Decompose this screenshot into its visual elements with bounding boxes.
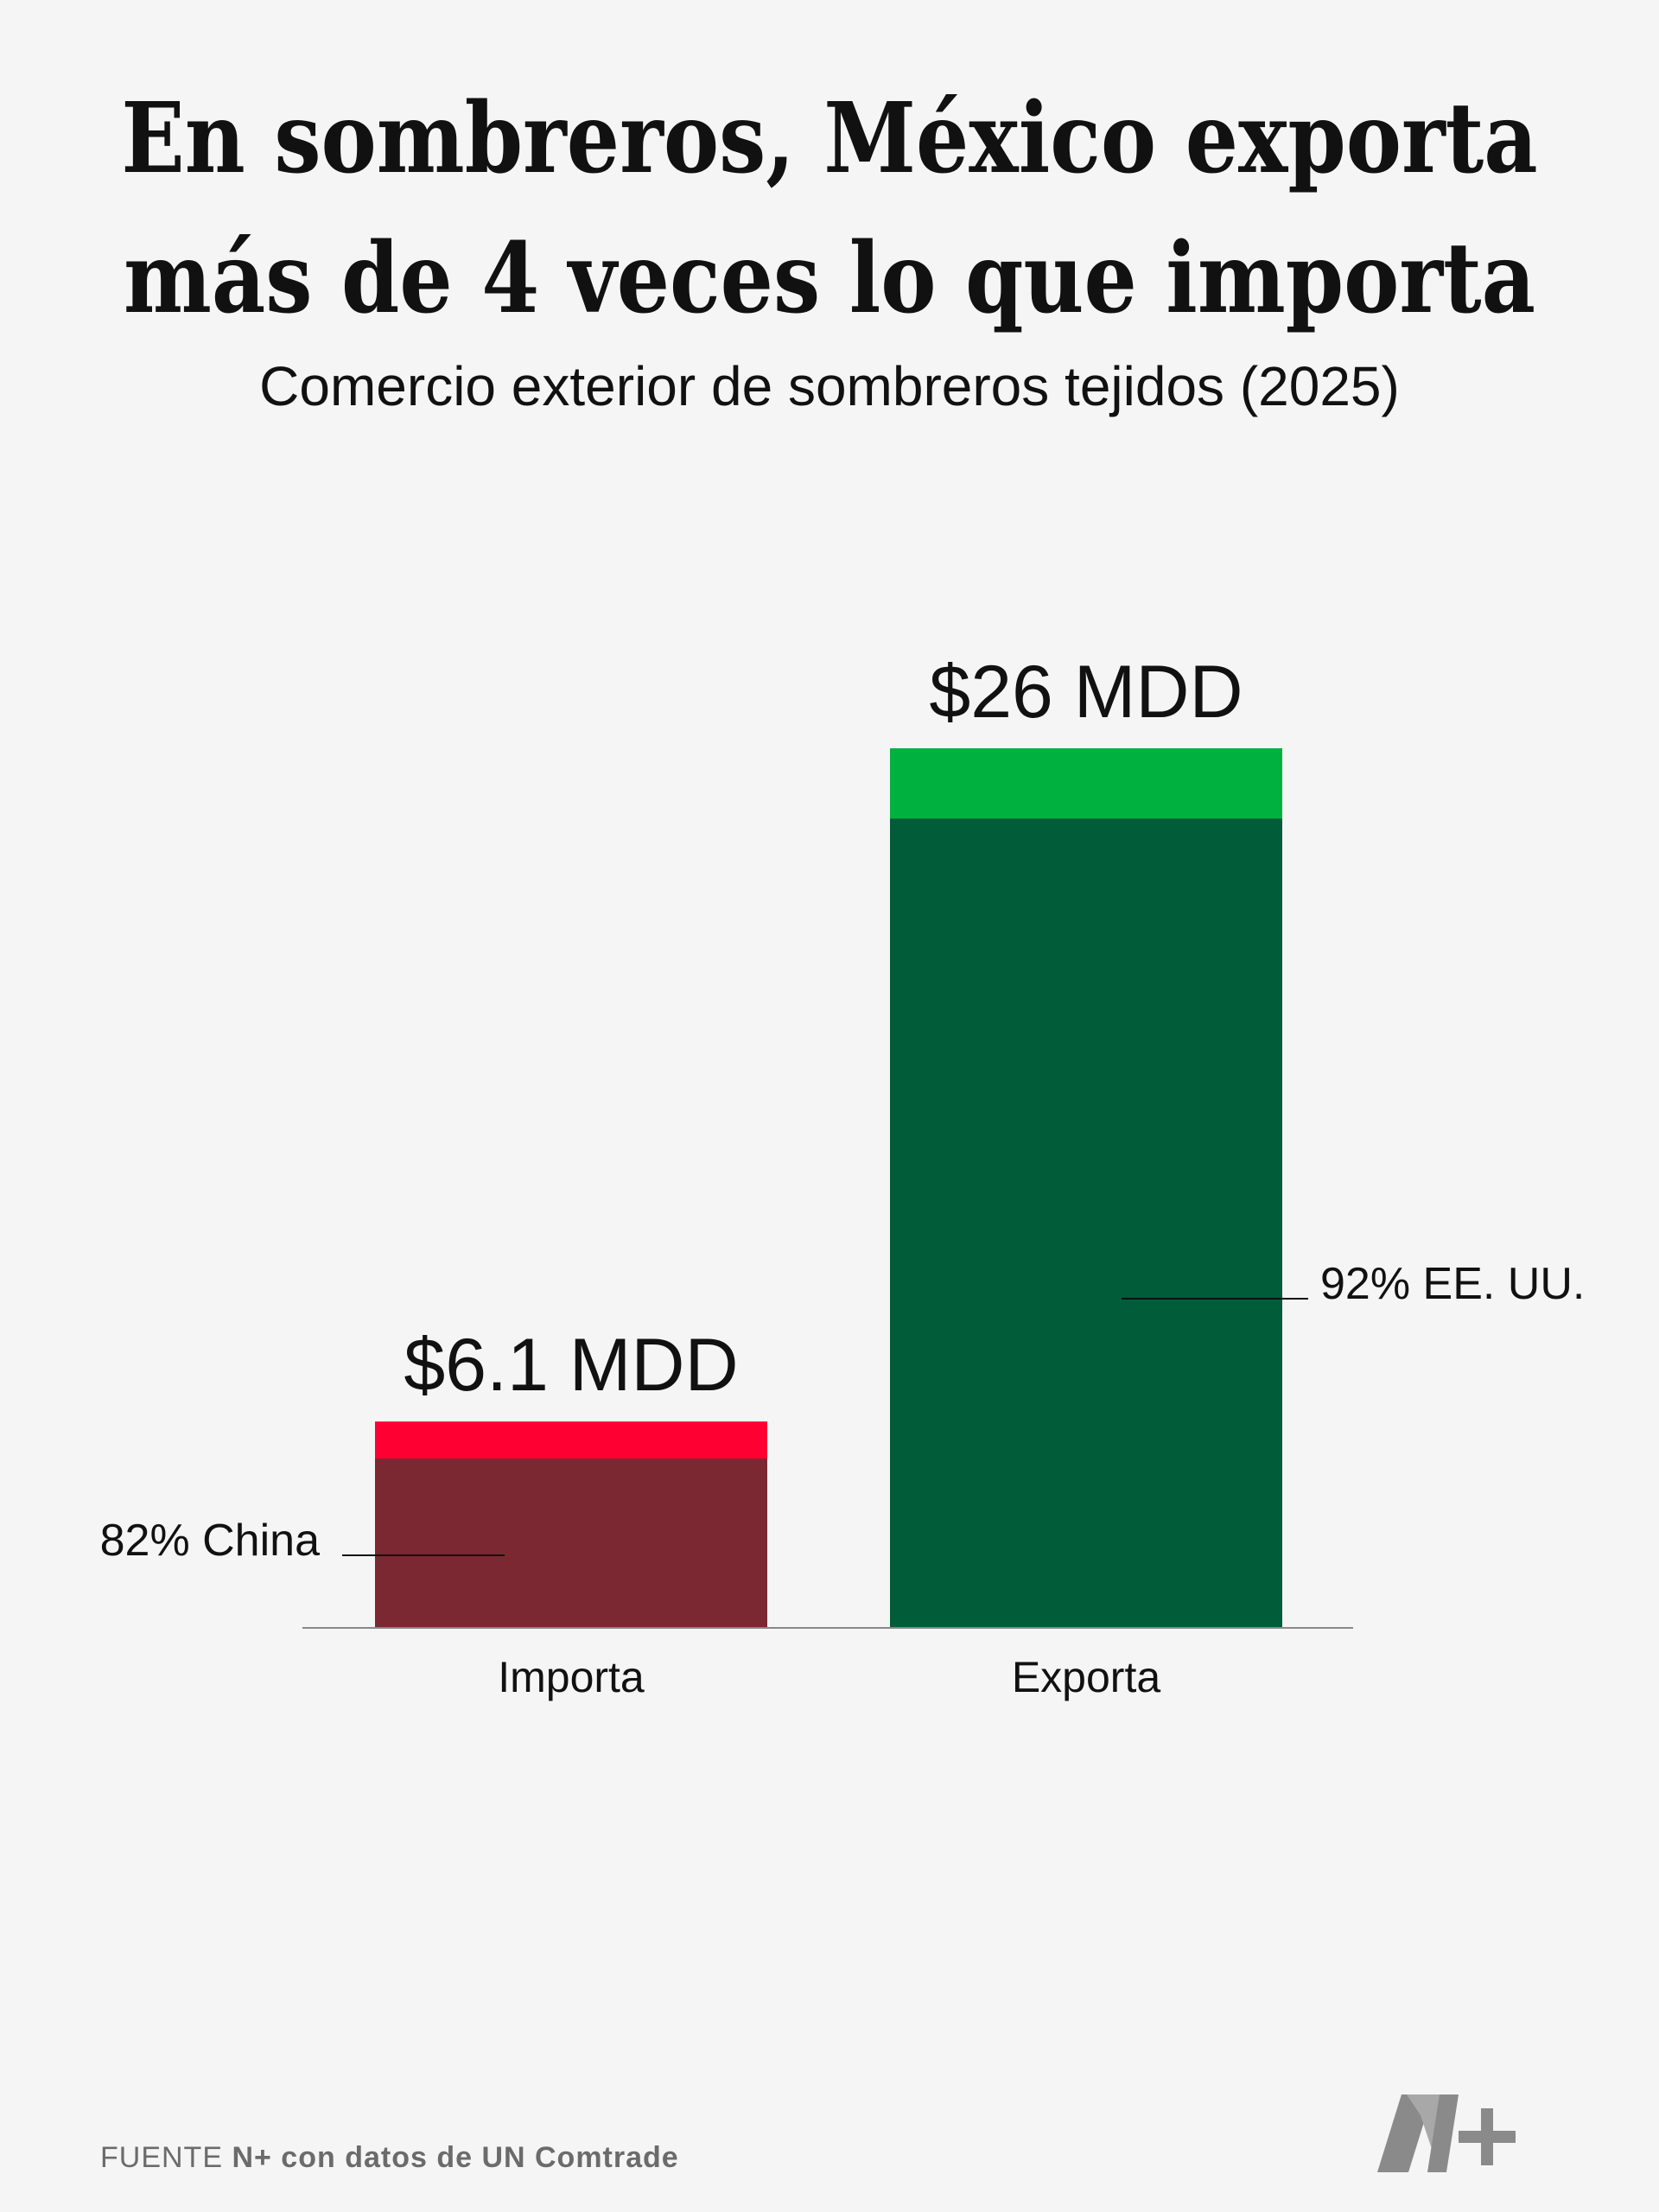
value-label-exporta: $26 MDD bbox=[929, 651, 1243, 734]
chart-title: En sombreros, México exporta más de 4 ve… bbox=[116, 69, 1542, 349]
chart-title-line-1: En sombreros, México exporta bbox=[121, 82, 1538, 195]
chart-title-line-2: más de 4 veces lo que importa bbox=[123, 222, 1536, 335]
source-prefix: FUENTE bbox=[100, 2141, 223, 2174]
chart-subtitle: Comercio exterior de sombreros tejidos (… bbox=[259, 355, 1400, 417]
source-text: N+ con datos de UN Comtrade bbox=[232, 2141, 679, 2174]
bar-chart: $6.1 MDD Importa $26 MDD Exporta 82% China 92… bbox=[100, 651, 1586, 1701]
value-label-importa: $6.1 MDD bbox=[404, 1324, 738, 1407]
category-label-importa: Importa bbox=[498, 1653, 645, 1701]
bar-main-share-importa bbox=[375, 1459, 767, 1628]
source-note: FUENTE N+ con datos de UN Comtrade bbox=[100, 2141, 679, 2175]
annotation-label-export: 92% EE. UU. bbox=[1320, 1259, 1585, 1309]
n-plus-logo-icon bbox=[1377, 2094, 1516, 2172]
bar-main-share-exporta bbox=[890, 818, 1282, 1628]
annotation-label-import: 82% China bbox=[100, 1516, 320, 1566]
category-label-exporta: Exporta bbox=[1012, 1653, 1161, 1701]
